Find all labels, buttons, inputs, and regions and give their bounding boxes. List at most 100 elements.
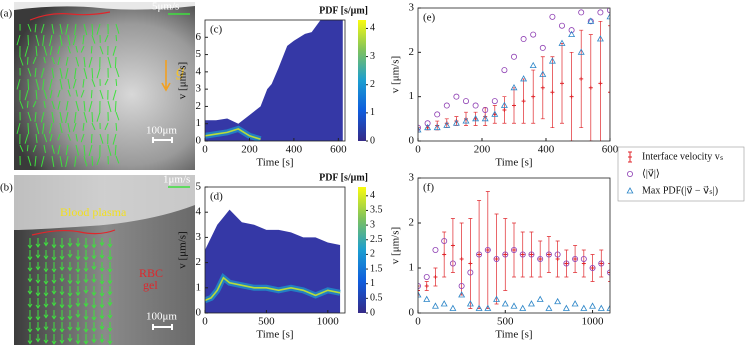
x-tick-label: 400 bbox=[538, 144, 555, 156]
point bbox=[608, 270, 610, 275]
point bbox=[540, 85, 545, 90]
velocity-arrow bbox=[59, 274, 65, 283]
velocity-arrow bbox=[51, 298, 57, 307]
y-axis-label: v [μm/s] bbox=[390, 227, 402, 264]
velocity-arrow bbox=[42, 78, 45, 91]
plasma-region bbox=[14, 175, 195, 230]
velocity-arrow bbox=[16, 122, 21, 134]
velocity-arrow bbox=[80, 89, 85, 98]
colorbar-tick-label: 4 bbox=[370, 190, 375, 201]
point bbox=[607, 269, 610, 276]
point bbox=[608, 90, 610, 95]
velocity-arrow bbox=[107, 250, 113, 261]
velocity-arrow bbox=[67, 262, 73, 272]
velocity-arrow bbox=[59, 298, 65, 309]
y-tick-label: 1 bbox=[196, 117, 202, 129]
velocity-arrow bbox=[49, 78, 53, 90]
scale-bar bbox=[152, 137, 173, 143]
point bbox=[580, 304, 588, 311]
velocity-arrow bbox=[27, 322, 33, 333]
velocity-arrow bbox=[57, 45, 61, 55]
velocity-arrow bbox=[115, 155, 120, 164]
point bbox=[564, 261, 569, 266]
point bbox=[598, 81, 603, 86]
velocity-arrow bbox=[35, 122, 40, 135]
x-tick-label: 0 bbox=[415, 316, 421, 328]
velocity-arrow bbox=[91, 334, 97, 344]
velocity-arrow bbox=[43, 262, 49, 273]
y-tick-label: 1 bbox=[409, 90, 415, 102]
legend-label: ⟨|v⃗|⟩ bbox=[642, 168, 660, 179]
x-tick-label: 0 bbox=[202, 144, 208, 156]
point bbox=[458, 282, 465, 289]
panel-label: (d) bbox=[210, 191, 223, 203]
velocity-arrow bbox=[75, 262, 81, 273]
point bbox=[599, 261, 604, 266]
point bbox=[472, 102, 479, 109]
velocity-arrow bbox=[83, 262, 89, 273]
point bbox=[491, 98, 498, 105]
y-tick-label: 0 bbox=[196, 135, 202, 147]
velocity-arrow bbox=[75, 310, 81, 319]
velocity-arrow bbox=[90, 45, 93, 54]
point bbox=[433, 123, 441, 131]
point bbox=[598, 260, 605, 267]
point bbox=[441, 237, 448, 244]
velocity-arrow bbox=[43, 286, 49, 297]
scale-label: 1μm/s bbox=[163, 174, 190, 186]
density-area bbox=[205, 209, 341, 313]
velocity-arrow bbox=[57, 133, 61, 141]
velocity-arrow bbox=[27, 34, 30, 46]
x-tick-label: 600 bbox=[602, 144, 619, 156]
velocity-arrow bbox=[34, 67, 37, 78]
density-peak bbox=[205, 128, 261, 141]
velocity-arrow bbox=[24, 45, 29, 57]
plot-area bbox=[205, 20, 343, 141]
x-tick-label: 400 bbox=[286, 144, 303, 156]
velocity-arrow bbox=[57, 56, 61, 66]
velocity-arrow bbox=[107, 238, 113, 248]
velocity-arrow bbox=[91, 262, 97, 271]
velocity-arrow bbox=[59, 23, 63, 35]
point bbox=[491, 110, 499, 117]
velocity-arrow bbox=[67, 298, 73, 309]
y-tick-label: 2 bbox=[409, 217, 415, 229]
velocity-arrow bbox=[99, 133, 104, 144]
velocity-arrow bbox=[91, 322, 97, 333]
velocity-arrow bbox=[67, 78, 71, 90]
point bbox=[462, 117, 470, 124]
point bbox=[606, 304, 610, 311]
velocity-arrow bbox=[75, 238, 81, 248]
point bbox=[477, 252, 482, 257]
velocity-arrow bbox=[96, 111, 101, 122]
point bbox=[484, 304, 492, 311]
point bbox=[554, 251, 561, 258]
point bbox=[520, 36, 527, 43]
velocity-arrow bbox=[115, 67, 120, 78]
point bbox=[493, 295, 501, 302]
y-tick-label: 1 bbox=[409, 262, 415, 274]
velocity-arrow bbox=[91, 155, 94, 166]
point bbox=[572, 255, 579, 262]
velocity-arrow bbox=[59, 310, 65, 321]
velocity-arrow bbox=[96, 155, 101, 166]
velocity-arrow bbox=[59, 238, 65, 249]
x-tick-label: 200 bbox=[241, 144, 258, 156]
point bbox=[482, 106, 489, 113]
velocity-arrow bbox=[107, 310, 113, 319]
point bbox=[546, 252, 551, 257]
colorbar-tick-label: 1 bbox=[370, 278, 375, 289]
point bbox=[519, 251, 526, 258]
velocity-arrow bbox=[67, 133, 71, 141]
velocity-arrow bbox=[27, 262, 33, 272]
point bbox=[500, 101, 508, 108]
y-axis-label: v [μm/s] bbox=[390, 56, 402, 93]
point bbox=[597, 9, 604, 16]
x-tick-label: 1000 bbox=[582, 316, 605, 328]
velocity-arrow bbox=[51, 310, 57, 320]
point bbox=[418, 126, 422, 133]
point bbox=[554, 297, 562, 305]
annotation: Blood plasma bbox=[60, 205, 127, 219]
velocity-arrow bbox=[35, 89, 38, 100]
velocity-arrow bbox=[99, 89, 104, 100]
